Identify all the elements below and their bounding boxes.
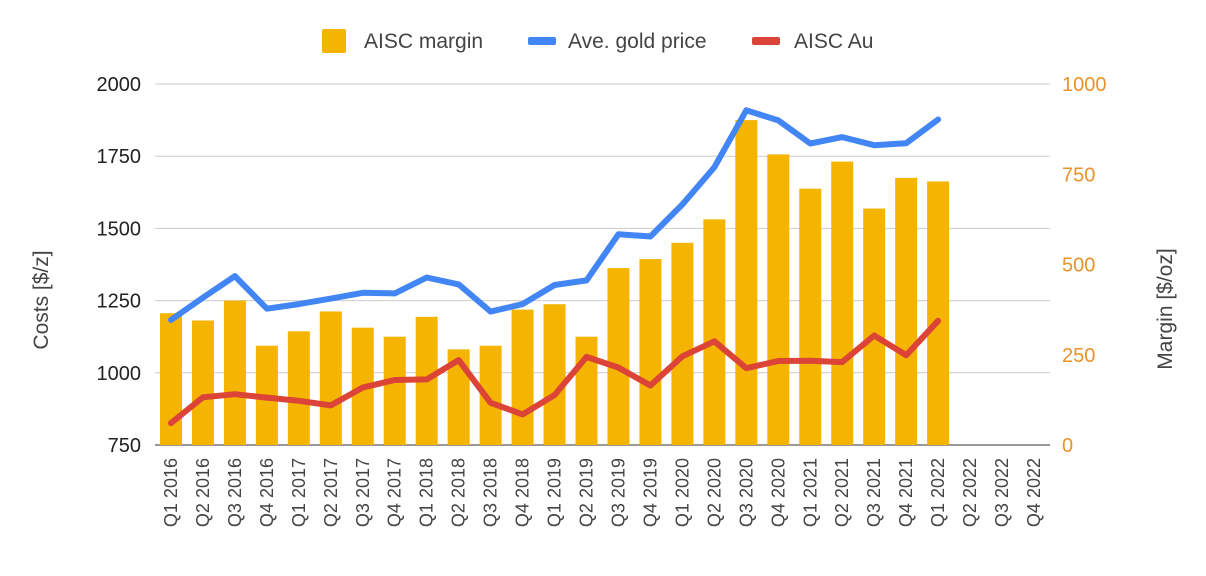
- y-tick-label: 1750: [97, 146, 142, 168]
- x-tick-label: Q4 2019: [640, 458, 660, 527]
- bar: [767, 154, 790, 445]
- legend-label: AISC margin: [364, 30, 483, 53]
- x-tick-label: Q3 2016: [225, 458, 245, 527]
- bar: [831, 161, 854, 446]
- series-line: [168, 107, 942, 323]
- y-tick-label: 1250: [97, 291, 142, 313]
- y-tick-label: 1500: [97, 218, 142, 240]
- x-tick-label: Q2 2019: [577, 458, 597, 527]
- y-tick-label: 750: [108, 435, 141, 457]
- bar: [191, 320, 214, 445]
- legend-swatch: [322, 29, 346, 53]
- x-tick-label: Q3 2019: [608, 458, 628, 527]
- x-tick-label: Q4 2022: [1024, 458, 1044, 527]
- line-series: [168, 107, 942, 427]
- legend-swatch: [528, 37, 556, 45]
- bar: [895, 177, 918, 446]
- x-tick-label: Q1 2020: [672, 458, 692, 527]
- legend-label: AISC Au: [794, 30, 873, 53]
- bar: [735, 120, 758, 445]
- legend-swatch: [752, 37, 780, 45]
- bar: [575, 336, 598, 445]
- x-tick-label: Q3 2021: [864, 458, 884, 527]
- x-tick-label: Q2 2016: [193, 458, 213, 527]
- x-tick-label: Q4 2020: [768, 458, 788, 527]
- x-axis-ticks: Q1 2016 Q2 2016 Q3 2016 Q4 2016 Q1 2017 Q2 20…: [161, 458, 1044, 527]
- bar: [799, 188, 822, 445]
- x-tick-label: Q2 2021: [832, 458, 852, 527]
- x-tick-label: Q1 2017: [289, 458, 309, 527]
- x-tick-label: Q2 2017: [321, 458, 341, 527]
- bar: [447, 349, 470, 445]
- bar: [607, 268, 630, 445]
- bar: [383, 336, 406, 445]
- x-tick-label: Q1 2022: [928, 458, 948, 527]
- left-axis-ticks: 750 1000 1250 1500 1750 2000: [97, 74, 142, 457]
- x-tick-label: Q4 2018: [513, 458, 533, 527]
- bar: [703, 219, 726, 445]
- right-axis-title: Margin [$/oz]: [1154, 248, 1177, 369]
- x-tick-label: Q1 2021: [800, 458, 820, 527]
- x-tick-label: Q1 2016: [161, 458, 181, 527]
- legend: AISC margin Ave. gold price AISC Au: [322, 29, 873, 53]
- left-axis-title: Costs [$/z]: [30, 250, 53, 349]
- right-axis-ticks: 0 250 500 750 1000: [1062, 74, 1107, 457]
- x-tick-label: Q4 2021: [896, 458, 916, 527]
- x-tick-label: Q2 2018: [449, 458, 469, 527]
- x-tick-label: Q3 2018: [481, 458, 501, 527]
- x-tick-label: Q3 2022: [992, 458, 1012, 527]
- bar: [159, 313, 182, 445]
- bar: [543, 304, 566, 445]
- bar: [927, 181, 950, 445]
- bar: [511, 309, 534, 445]
- x-tick-label: Q4 2017: [385, 458, 405, 527]
- x-tick-label: Q2 2020: [704, 458, 724, 527]
- bar: [319, 311, 342, 445]
- y-right-tick-label: 750: [1062, 164, 1095, 186]
- x-tick-label: Q3 2017: [353, 458, 373, 527]
- x-tick-label: Q1 2018: [417, 458, 437, 527]
- series-line: [168, 317, 942, 427]
- y-right-tick-label: 500: [1062, 255, 1095, 277]
- y-right-tick-label: 250: [1062, 345, 1095, 367]
- bar: [863, 208, 886, 445]
- bar: [479, 345, 502, 445]
- y-tick-label: 1000: [97, 363, 142, 385]
- x-tick-label: Q3 2020: [736, 458, 756, 527]
- x-tick-label: Q4 2016: [257, 458, 277, 527]
- legend-label: Ave. gold price: [568, 30, 707, 53]
- bar: [671, 242, 694, 445]
- x-tick-label: Q1 2019: [545, 458, 565, 527]
- y-tick-label: 2000: [97, 74, 142, 96]
- bar: [639, 259, 662, 445]
- bar: [287, 331, 310, 445]
- y-right-tick-label: 1000: [1062, 74, 1107, 96]
- bar: [223, 300, 246, 445]
- y-right-tick-label: 0: [1062, 435, 1073, 457]
- x-tick-label: Q2 2022: [960, 458, 980, 527]
